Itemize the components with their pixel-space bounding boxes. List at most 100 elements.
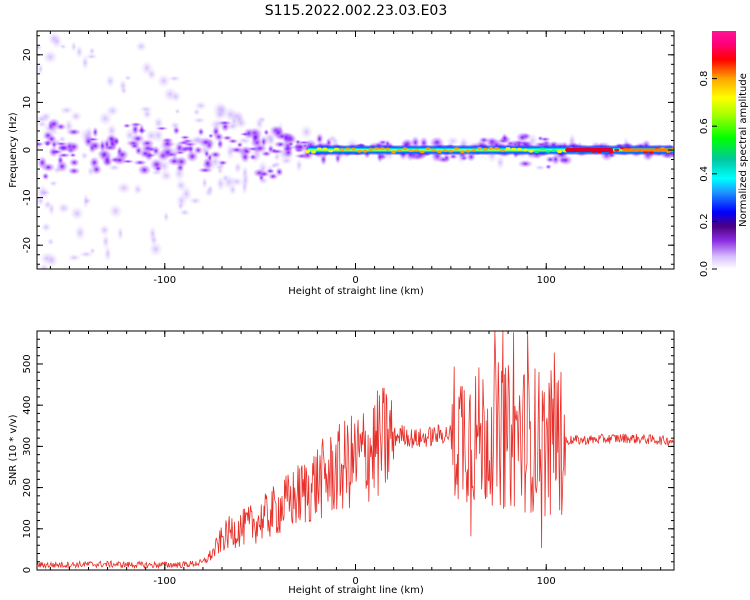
spectrogram-peak [339,148,345,152]
spectrogram-noise-blob [80,54,90,71]
spectrogram-noise-blob [59,105,75,115]
spectrogram-noise-blob [175,193,188,209]
spectrogram-noise-blob [174,178,188,193]
spectrogram-signal-blob [538,136,552,142]
spectrogram-noise-blob [156,73,171,89]
spectrogram-signal-blob [153,164,163,173]
spectrogram-signal-blob [229,146,244,154]
spectrogram-peak [488,146,494,150]
spectrogram-noise-blob [221,173,236,191]
spectrogram-noise-blob [105,74,116,88]
spectrogram-signal-blob [44,141,52,147]
spectrogram-x-tick-label: 0 [352,275,358,286]
spectrogram-signal-blob [175,155,188,168]
spectrogram-signal-blob [239,132,251,137]
spectrogram-noise-blob [146,67,157,81]
spectrogram-signal-blob [282,145,294,153]
spectrogram-signal-blob [443,153,451,162]
spectrogram-peak [476,146,482,150]
spectrogram-peak [305,150,311,153]
spectrogram-noise-blob [299,124,314,140]
spectrogram-signal-blob [484,136,500,147]
snr-series-line [37,331,674,570]
spectrogram-peak [373,147,379,151]
spectrogram-peak [425,147,431,151]
snr-y-tick-label: 300 [22,437,33,456]
spectrogram-peak [442,149,448,152]
spectrogram-y-tick-label: -10 [22,189,33,205]
figure-title: S115.2022.002.23.03.E03 [265,3,448,19]
spectrogram-noise-blob [162,211,170,223]
spectrogram-signal-blob [295,141,306,153]
spectrogram-noise-blob [74,223,87,242]
colorbar-gradient [712,31,736,269]
spectrogram-noise-blob [215,175,226,193]
colorbar: 0.0 0.2 0.4 0.6 0.8 Normalized spectral ampl… [699,31,749,277]
snr-panel: -100 0 100 0 100 200 300 400 500 Height of stra… [8,330,675,596]
spectrogram-signal-blob [66,128,82,136]
spectrogram-signal-blob [249,153,257,161]
snr-x-tick-label: -100 [153,576,176,587]
spectrogram-signal-blob [130,122,140,137]
spectrogram-signal-blob [203,149,210,159]
spectrogram-noise-blob [42,49,59,65]
spectrogram-peak [671,147,674,151]
snr-y-tick-label: 0 [22,567,33,573]
spectrogram-peak [431,148,437,152]
spectrogram-peak [379,147,385,151]
spectrogram-signal-blob [37,155,48,170]
spectrogram-signal-blob [50,139,58,150]
spectrogram-signal-blob [544,164,552,170]
spectrogram-peak [505,147,511,150]
spectrogram-noise-blob [170,90,182,103]
spectrogram-signal-blob [160,145,176,160]
spectrogram-peak [528,149,534,153]
spectrogram-signal-blob [56,152,72,158]
snr-x-tick-label: 100 [537,576,556,587]
spectrogram-noise-blob [138,105,154,113]
spectrogram-noise-blob [192,107,201,117]
spectrogram-noise-blob [88,46,96,56]
spectrogram-noise-blob [69,205,85,222]
spectrogram-noise-blob [82,192,90,210]
spectrogram-peak [368,148,374,151]
spectrogram-signal-blob [281,131,291,145]
spectrogram-noise-blob [167,75,182,82]
spectrogram-signal-blob [122,123,132,129]
spectrogram-x-tick-label: 100 [537,275,556,286]
spectrogram-noise-blob [101,233,110,250]
spectrogram-noise-blob [188,196,203,205]
spectrogram-signal-blob [197,136,214,148]
spectrogram-signal-blob [179,135,191,140]
spectrogram-signal-blob [115,148,130,161]
spectrogram-noise-blob [115,181,132,195]
colorbar-label: Normalized spectral amplitude [738,73,749,227]
spectrogram-signal-blob [217,159,229,166]
spectrogram-noise-blob [135,40,148,53]
spectrogram-signal-blob [69,152,77,158]
spectrogram-peak [328,149,334,153]
spectrogram-noise-blob [48,180,59,187]
spectrogram-peak [356,149,362,153]
spectrogram-noise-blob [241,170,250,189]
spectrogram-signal-blob [243,149,251,155]
spectrogram-signal-blob [176,140,192,145]
spectrogram-peak [333,147,339,151]
spectrogram-peak [396,148,402,152]
spectrogram-y-tick-label: 20 [22,48,33,61]
spectrogram-noise-blob [233,111,246,127]
spectrogram-signal-blob [334,152,342,165]
spectrogram-peak [385,147,391,151]
spectrogram-peak [351,147,357,151]
snr-y-axis: 0 100 200 300 400 500 [22,330,674,573]
spectrogram-signal-blob [67,166,81,176]
spectrogram-noise-blob [116,225,124,242]
spectrogram-noise-blob [80,151,89,161]
spectrogram-noise-blob [89,247,96,255]
spectrogram-signal-blob [216,120,233,126]
spectrogram-signal-blob [138,123,145,136]
spectrogram-signal-blob [137,164,152,176]
spectrogram-peak [311,150,317,154]
spectrogram-signal-blob [105,133,118,145]
spectrogram-signal-blob [258,170,271,178]
